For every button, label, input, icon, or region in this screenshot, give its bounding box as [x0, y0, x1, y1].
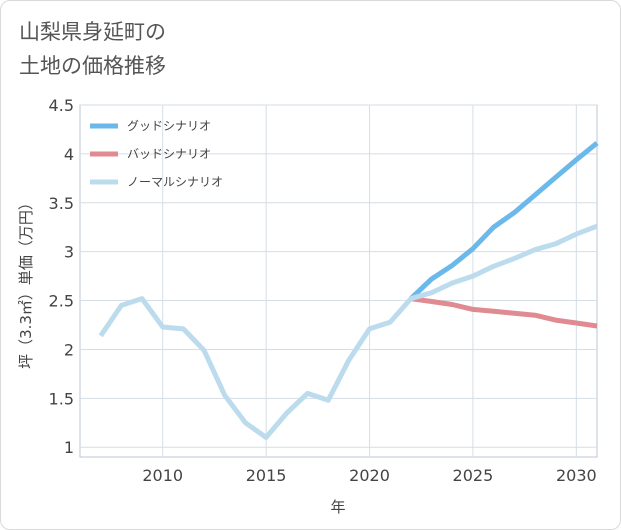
series-line-0 [409, 141, 599, 301]
x-axis-label: 年 [330, 498, 345, 516]
chart-title-line-2: 土地の価格推移 [19, 54, 166, 78]
x-tick-label: 2020 [349, 466, 390, 485]
x-tick-label: 2025 [453, 466, 494, 485]
y-tick-label: 4 [64, 145, 74, 164]
grid-lines [80, 104, 597, 457]
y-tick-label: 1.5 [49, 389, 74, 408]
chart-title-line-1: 山梨県身延町の [19, 20, 166, 44]
series-line-1 [410, 296, 598, 329]
x-tick-label: 2010 [142, 466, 183, 485]
legend-label: グッドシナリオ [127, 119, 211, 133]
legend-label: ノーマルシナリオ [127, 175, 223, 189]
y-axis-label: 坪（3.3㎡）単価（万円） [17, 195, 35, 369]
y-axis-ticks: 1 1.5 2 2.5 3 3.5 4 4.5 [49, 96, 74, 457]
x-axis-ticks: 2010 2015 2020 2025 2030 [142, 466, 596, 485]
y-tick-label: 4.5 [49, 96, 74, 115]
y-tick-label: 2 [64, 340, 74, 359]
legend-label: バッドシナリオ [127, 147, 211, 161]
y-tick-label: 3 [64, 243, 74, 262]
y-tick-label: 1 [64, 438, 74, 457]
x-tick-label: 2030 [556, 466, 597, 485]
series-lines [98, 141, 599, 440]
series-line-2 [98, 223, 598, 440]
y-tick-label: 2.5 [49, 292, 74, 311]
y-tick-label: 3.5 [49, 194, 74, 213]
chart-title: 山梨県身延町の 土地の価格推移 [19, 15, 319, 83]
x-tick-label: 2015 [246, 466, 287, 485]
